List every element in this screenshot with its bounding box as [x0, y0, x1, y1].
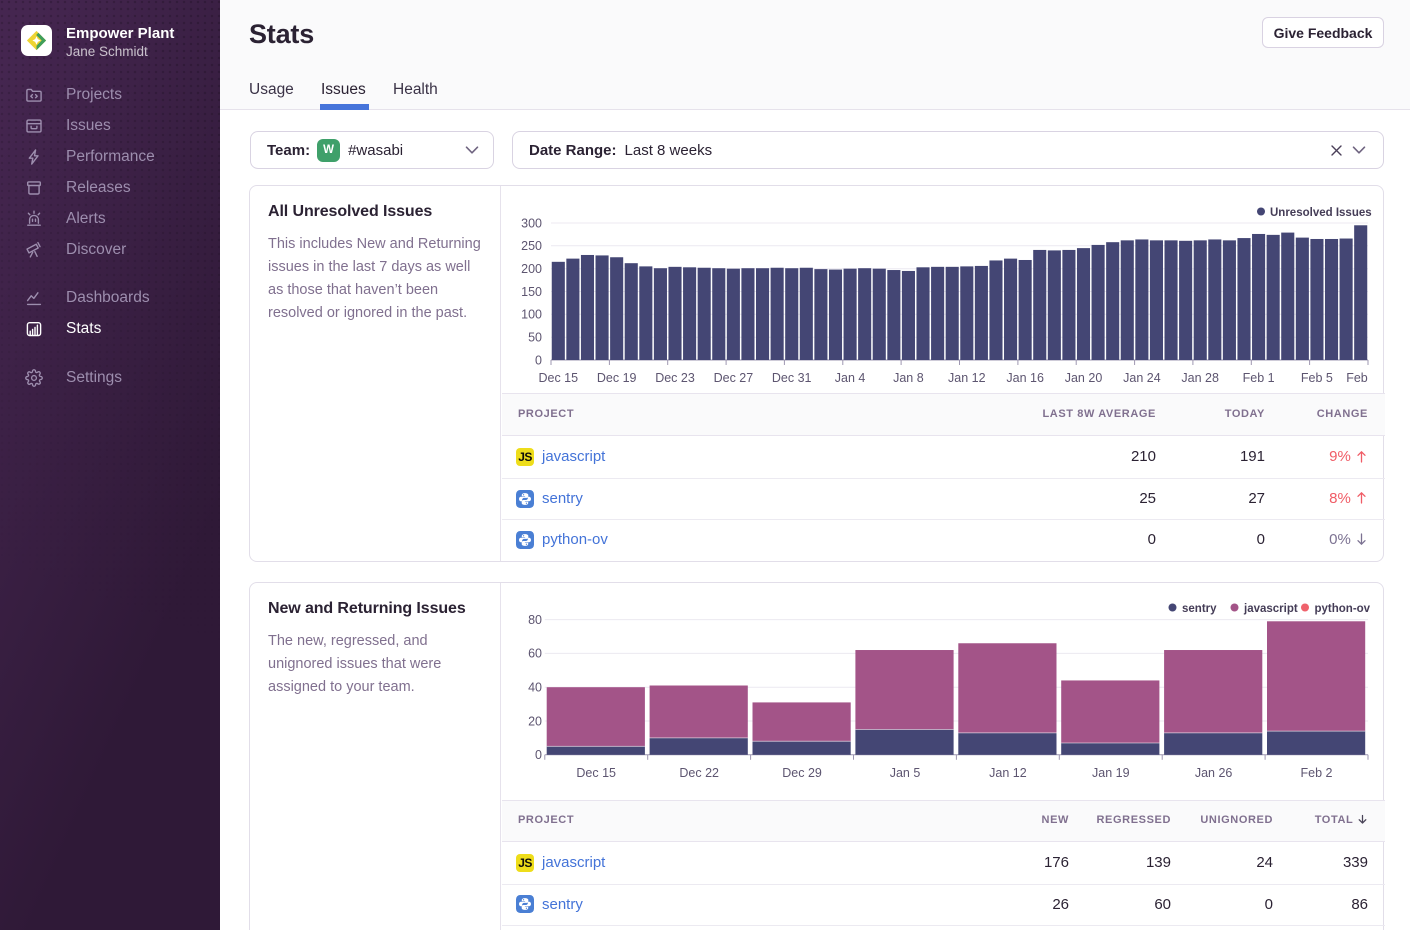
svg-text:Unresolved Issues: Unresolved Issues	[1270, 207, 1372, 219]
svg-text:Jan 26: Jan 26	[1195, 766, 1233, 780]
svg-text:Jan 12: Jan 12	[989, 766, 1027, 780]
svg-text:Jan 12: Jan 12	[948, 371, 986, 385]
svg-text:250: 250	[521, 239, 542, 253]
svg-text:Dec 27: Dec 27	[714, 371, 754, 385]
svg-text:150: 150	[521, 285, 542, 299]
svg-text:50: 50	[528, 331, 542, 345]
svg-text:100: 100	[521, 308, 542, 322]
svg-text:sentry: sentry	[1182, 603, 1217, 615]
svg-text:Jan 8: Jan 8	[893, 371, 924, 385]
svg-text:Feb 1: Feb 1	[1243, 371, 1275, 385]
svg-text:Dec 31: Dec 31	[772, 371, 812, 385]
svg-text:Feb 2: Feb 2	[1301, 766, 1333, 780]
svg-text:Dec 15: Dec 15	[538, 371, 578, 385]
svg-text:Jan 20: Jan 20	[1065, 371, 1103, 385]
svg-text:Dec 22: Dec 22	[679, 766, 719, 780]
svg-text:80: 80	[528, 613, 542, 627]
svg-text:Dec 29: Dec 29	[782, 766, 822, 780]
svg-text:Dec 19: Dec 19	[597, 371, 637, 385]
svg-text:Jan 16: Jan 16	[1006, 371, 1044, 385]
svg-text:Jan 5: Jan 5	[890, 766, 921, 780]
svg-text:40: 40	[528, 681, 542, 695]
svg-text:Jan 19: Jan 19	[1092, 766, 1130, 780]
svg-text:Feb 5: Feb 5	[1301, 371, 1333, 385]
svg-text:300: 300	[521, 216, 542, 230]
svg-text:Dec 15: Dec 15	[576, 766, 616, 780]
svg-text:Jan 28: Jan 28	[1181, 371, 1219, 385]
svg-text:python-ov: python-ov	[1315, 603, 1371, 615]
svg-text:Jan 24: Jan 24	[1123, 371, 1161, 385]
svg-text:200: 200	[521, 262, 542, 276]
svg-text:0: 0	[535, 353, 542, 367]
svg-text:0: 0	[535, 748, 542, 762]
svg-text:Jan 4: Jan 4	[835, 371, 866, 385]
svg-text:Feb: Feb	[1346, 371, 1368, 385]
svg-text:javascript: javascript	[1243, 603, 1298, 615]
svg-text:Dec 23: Dec 23	[655, 371, 695, 385]
svg-text:20: 20	[528, 714, 542, 728]
svg-text:60: 60	[528, 647, 542, 661]
